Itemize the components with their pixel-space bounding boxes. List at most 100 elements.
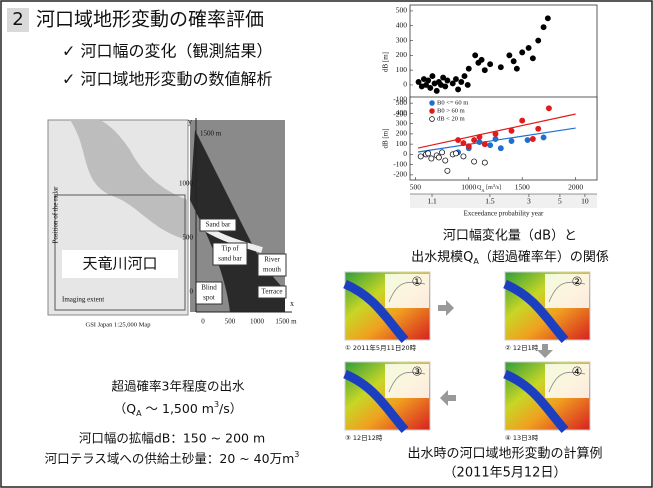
extent-label: Imaging extent xyxy=(62,296,104,304)
point xyxy=(455,87,460,92)
point xyxy=(541,135,546,140)
axis-name: x xyxy=(290,299,294,308)
point xyxy=(546,106,551,111)
point xyxy=(514,66,519,71)
y-axis-label: dB [m] xyxy=(382,128,390,148)
x2-tick-label: 1.1 xyxy=(427,197,437,206)
y-tick-label: -200 xyxy=(393,170,407,179)
point xyxy=(507,53,512,58)
y-tick-label: 300 xyxy=(396,118,408,127)
point xyxy=(498,65,503,70)
y-tick-label: 200 xyxy=(396,129,408,138)
point xyxy=(472,137,477,142)
point xyxy=(445,78,450,83)
legend-marker xyxy=(430,117,435,122)
tip-label: sand bar xyxy=(218,255,242,263)
point xyxy=(536,126,541,131)
y-tick-label: 100 xyxy=(396,139,408,148)
x-axis-label-part: /s] xyxy=(495,185,501,191)
slide-number: 2 xyxy=(12,9,23,30)
panel-caption: ① 2011年5月11日20時 xyxy=(345,343,417,352)
point xyxy=(443,84,448,89)
y-tick-label: 300 xyxy=(396,35,408,44)
point xyxy=(429,156,434,161)
point xyxy=(479,57,484,62)
blind-label: spot xyxy=(203,294,215,302)
point xyxy=(509,128,514,133)
point xyxy=(482,68,487,73)
terrace-label: Terrace xyxy=(262,288,283,296)
point xyxy=(439,150,444,155)
point xyxy=(477,139,482,144)
y-tick-label: 500 xyxy=(396,6,408,15)
point xyxy=(466,144,471,149)
panel-inset xyxy=(545,364,589,398)
point xyxy=(418,154,423,159)
map-tick: 1500 m xyxy=(275,318,297,326)
x2-tick-label: 1.5 xyxy=(485,197,495,206)
map-figure: 天竜川河口 Position of the radar Imaging exte… xyxy=(48,117,297,329)
point xyxy=(493,131,498,136)
point xyxy=(462,73,467,78)
x2-axis-band xyxy=(410,194,597,208)
note-part: ～ 1,500 m xyxy=(142,401,214,416)
x-tick-label: 1500 xyxy=(515,183,530,192)
point xyxy=(461,141,466,146)
point xyxy=(426,151,431,156)
bullet: ✓ 河口幅の変化（観測結果） xyxy=(62,42,273,61)
point xyxy=(488,143,493,148)
point xyxy=(493,136,498,141)
slide: 2 河口域地形変動の確率評価 ✓ 河口幅の変化（観測結果） ✓ 河口域地形変動の… xyxy=(0,0,653,488)
point xyxy=(461,154,466,159)
point xyxy=(455,137,460,142)
point xyxy=(443,158,448,163)
chart-caption: 河口幅変化量（dB）と xyxy=(443,228,577,244)
y-tick-label: -100 xyxy=(393,159,407,168)
x2-axis-label: Exceedance probability year xyxy=(464,210,544,218)
point xyxy=(428,85,433,90)
point xyxy=(498,146,503,151)
y-tick-label: 100 xyxy=(396,65,408,74)
y-tick-label: 200 xyxy=(396,50,408,59)
panel-caption: ④ 13日3時 xyxy=(505,434,539,442)
map-tick: 0 xyxy=(201,318,205,326)
point xyxy=(459,79,464,84)
point xyxy=(545,16,550,21)
point xyxy=(511,59,516,64)
radar-label: Position of the radar xyxy=(52,186,60,244)
panel-number: ① xyxy=(412,275,423,289)
note-part: /s） xyxy=(219,401,242,416)
x-tick-label: 500 xyxy=(410,183,422,192)
map-tick: 1000 xyxy=(179,180,194,188)
y-tick-label: 0 xyxy=(403,149,407,158)
point xyxy=(477,134,482,139)
point xyxy=(453,76,458,81)
map-tick: 1000 xyxy=(250,318,265,326)
point xyxy=(445,168,450,173)
point xyxy=(482,142,487,147)
panel-number: ④ xyxy=(572,365,583,379)
panel-inset xyxy=(545,274,589,308)
blind-label: Blind xyxy=(201,284,217,292)
panel-inset xyxy=(385,364,429,398)
point xyxy=(465,82,470,87)
point xyxy=(530,136,535,141)
y-tick-label: 400 xyxy=(396,108,408,117)
y-tick-label: 500 xyxy=(396,98,408,107)
slide-title: 河口域地形変動の確率評価 xyxy=(36,9,264,31)
point xyxy=(473,53,478,58)
point xyxy=(436,155,441,160)
panel-number: ② xyxy=(572,275,583,289)
point xyxy=(536,38,541,43)
point xyxy=(426,78,431,83)
map-tick: 500 xyxy=(225,318,236,326)
point xyxy=(453,151,458,156)
point xyxy=(520,50,525,55)
caption-part: 出水規模Q xyxy=(411,250,473,265)
note: 河口幅の拡幅dB：150 ~ 200 m xyxy=(79,431,265,446)
legend-marker xyxy=(430,109,435,114)
y-tick-label: 0 xyxy=(403,80,407,89)
point xyxy=(530,56,535,61)
x2-tick-label: 10 xyxy=(581,197,589,206)
map-source: GSI Japan 1:25,000 Map xyxy=(86,321,151,328)
